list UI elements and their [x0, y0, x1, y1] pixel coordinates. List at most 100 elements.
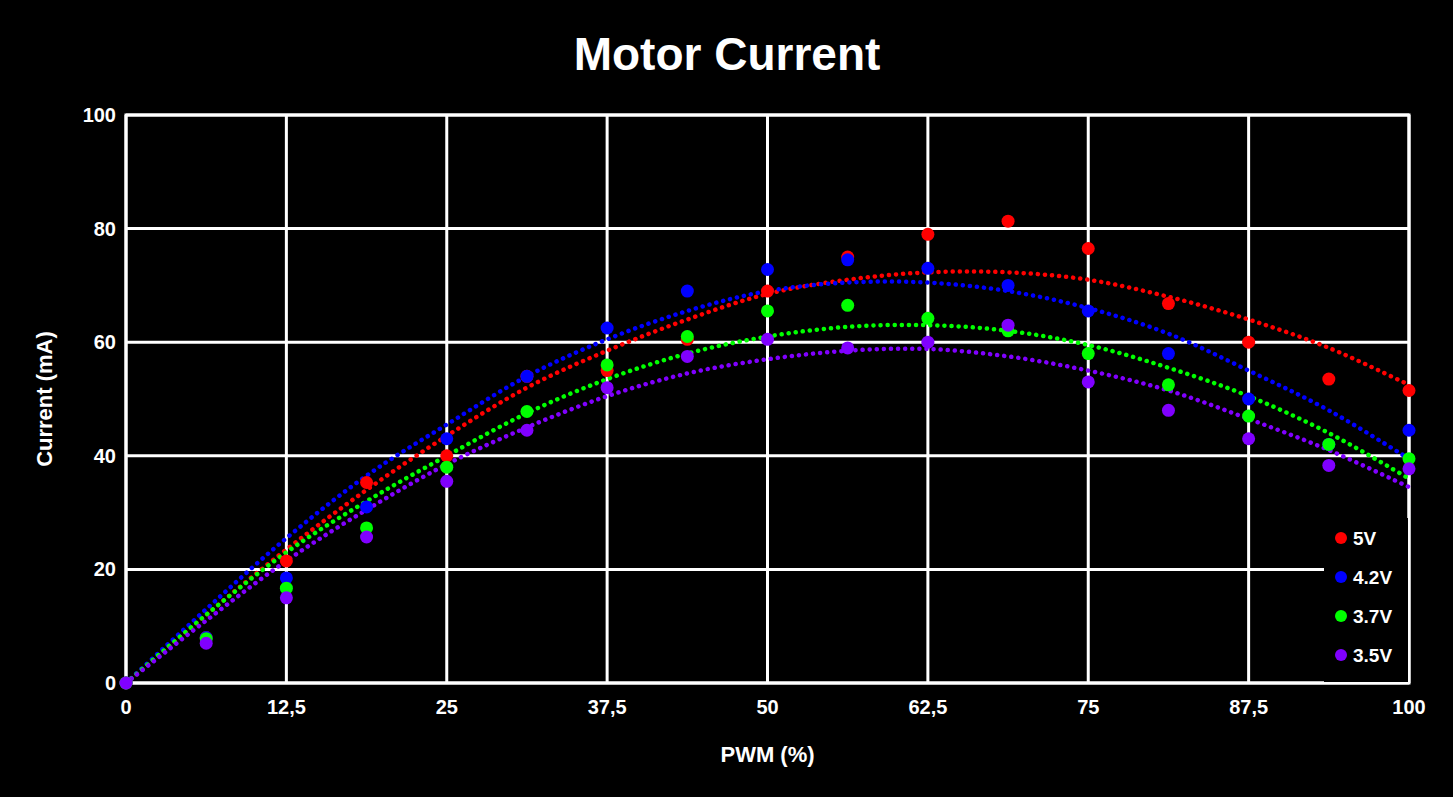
legend-marker	[1335, 610, 1347, 622]
point	[1242, 393, 1255, 406]
point	[120, 677, 133, 690]
point	[1162, 404, 1175, 417]
point	[1322, 459, 1335, 472]
x-tick-label: 37,5	[588, 696, 627, 718]
point	[280, 591, 293, 604]
y-tick-label: 80	[94, 218, 116, 240]
point	[520, 405, 533, 418]
chart: Motor Current020406080100012,52537,55062…	[0, 0, 1453, 797]
point	[1162, 297, 1175, 310]
point	[921, 336, 934, 349]
point	[1242, 432, 1255, 445]
legend-label: 5V	[1353, 528, 1377, 549]
legend-marker	[1335, 571, 1347, 583]
point	[200, 637, 213, 650]
y-tick-label: 40	[94, 445, 116, 467]
point	[520, 424, 533, 437]
point	[1082, 242, 1095, 255]
point	[761, 285, 774, 298]
point	[1162, 347, 1175, 360]
point	[120, 677, 133, 690]
x-tick-label: 25	[436, 696, 458, 718]
point	[761, 263, 774, 276]
series-2	[126, 325, 1409, 683]
y-tick-label: 0	[105, 672, 116, 694]
point	[1322, 373, 1335, 386]
point	[841, 299, 854, 312]
point	[440, 432, 453, 445]
point	[1162, 378, 1175, 391]
point	[360, 531, 373, 544]
point	[1002, 279, 1015, 292]
point	[1242, 336, 1255, 349]
x-grid-line	[926, 115, 929, 683]
point	[601, 358, 614, 371]
plot-frame	[126, 115, 1409, 683]
series-1	[126, 281, 1409, 683]
x-tick-label: 12,5	[267, 696, 306, 718]
x-grid-line	[445, 115, 448, 683]
x-grid-line	[766, 115, 769, 683]
point	[921, 228, 934, 241]
point	[360, 500, 373, 513]
legend-label: 3.5V	[1353, 645, 1392, 666]
x-tick-label: 0	[120, 696, 131, 718]
title: Motor Current	[574, 28, 881, 80]
plot-area	[120, 215, 1416, 690]
point	[1082, 347, 1095, 360]
x-tick-label: 62,5	[908, 696, 947, 718]
series-3	[126, 349, 1409, 683]
point	[1082, 375, 1095, 388]
points-0	[120, 215, 1416, 690]
x-tick-label: 87,5	[1229, 696, 1268, 718]
point	[761, 304, 774, 317]
point	[1403, 384, 1416, 397]
point	[520, 370, 533, 383]
y-tick-label: 60	[94, 331, 116, 353]
point	[440, 449, 453, 462]
point	[761, 333, 774, 346]
background	[0, 0, 1453, 797]
point	[681, 350, 694, 363]
x-axis-label: PWM (%)	[720, 742, 814, 767]
point	[681, 330, 694, 343]
point	[601, 381, 614, 394]
x-tick-label: 75	[1077, 696, 1099, 718]
point	[120, 677, 133, 690]
y-axis-label: Current (mA)	[32, 331, 57, 467]
trend-line	[126, 281, 1409, 683]
point	[921, 262, 934, 275]
point	[841, 253, 854, 266]
legend-label: 4.2V	[1353, 567, 1392, 588]
point	[120, 677, 133, 690]
legend-marker	[1335, 649, 1347, 661]
point	[921, 312, 934, 325]
x-tick-label: 100	[1392, 696, 1425, 718]
point	[440, 461, 453, 474]
point	[1322, 438, 1335, 451]
x-grid-line	[1087, 115, 1090, 683]
legend-box	[1324, 518, 1408, 682]
points-3	[120, 319, 1416, 690]
points-2	[120, 299, 1416, 690]
y-tick-label: 100	[83, 104, 116, 126]
point	[1242, 410, 1255, 423]
point	[1082, 304, 1095, 317]
trend-line	[126, 349, 1409, 683]
legend-label: 3.7V	[1353, 606, 1392, 627]
legend-marker	[1335, 532, 1347, 544]
point	[1322, 438, 1335, 451]
x-grid-line	[606, 115, 609, 683]
point	[681, 285, 694, 298]
series-0	[126, 271, 1409, 683]
point	[280, 554, 293, 567]
point	[1403, 424, 1416, 437]
point	[360, 476, 373, 489]
point	[1002, 319, 1015, 332]
legend: 5V 4.2V 3.7V 3.5V	[1324, 518, 1408, 682]
y-tick-label: 20	[94, 558, 116, 580]
trend-line	[126, 271, 1409, 683]
point	[841, 341, 854, 354]
point	[520, 370, 533, 383]
grid	[126, 115, 1409, 683]
